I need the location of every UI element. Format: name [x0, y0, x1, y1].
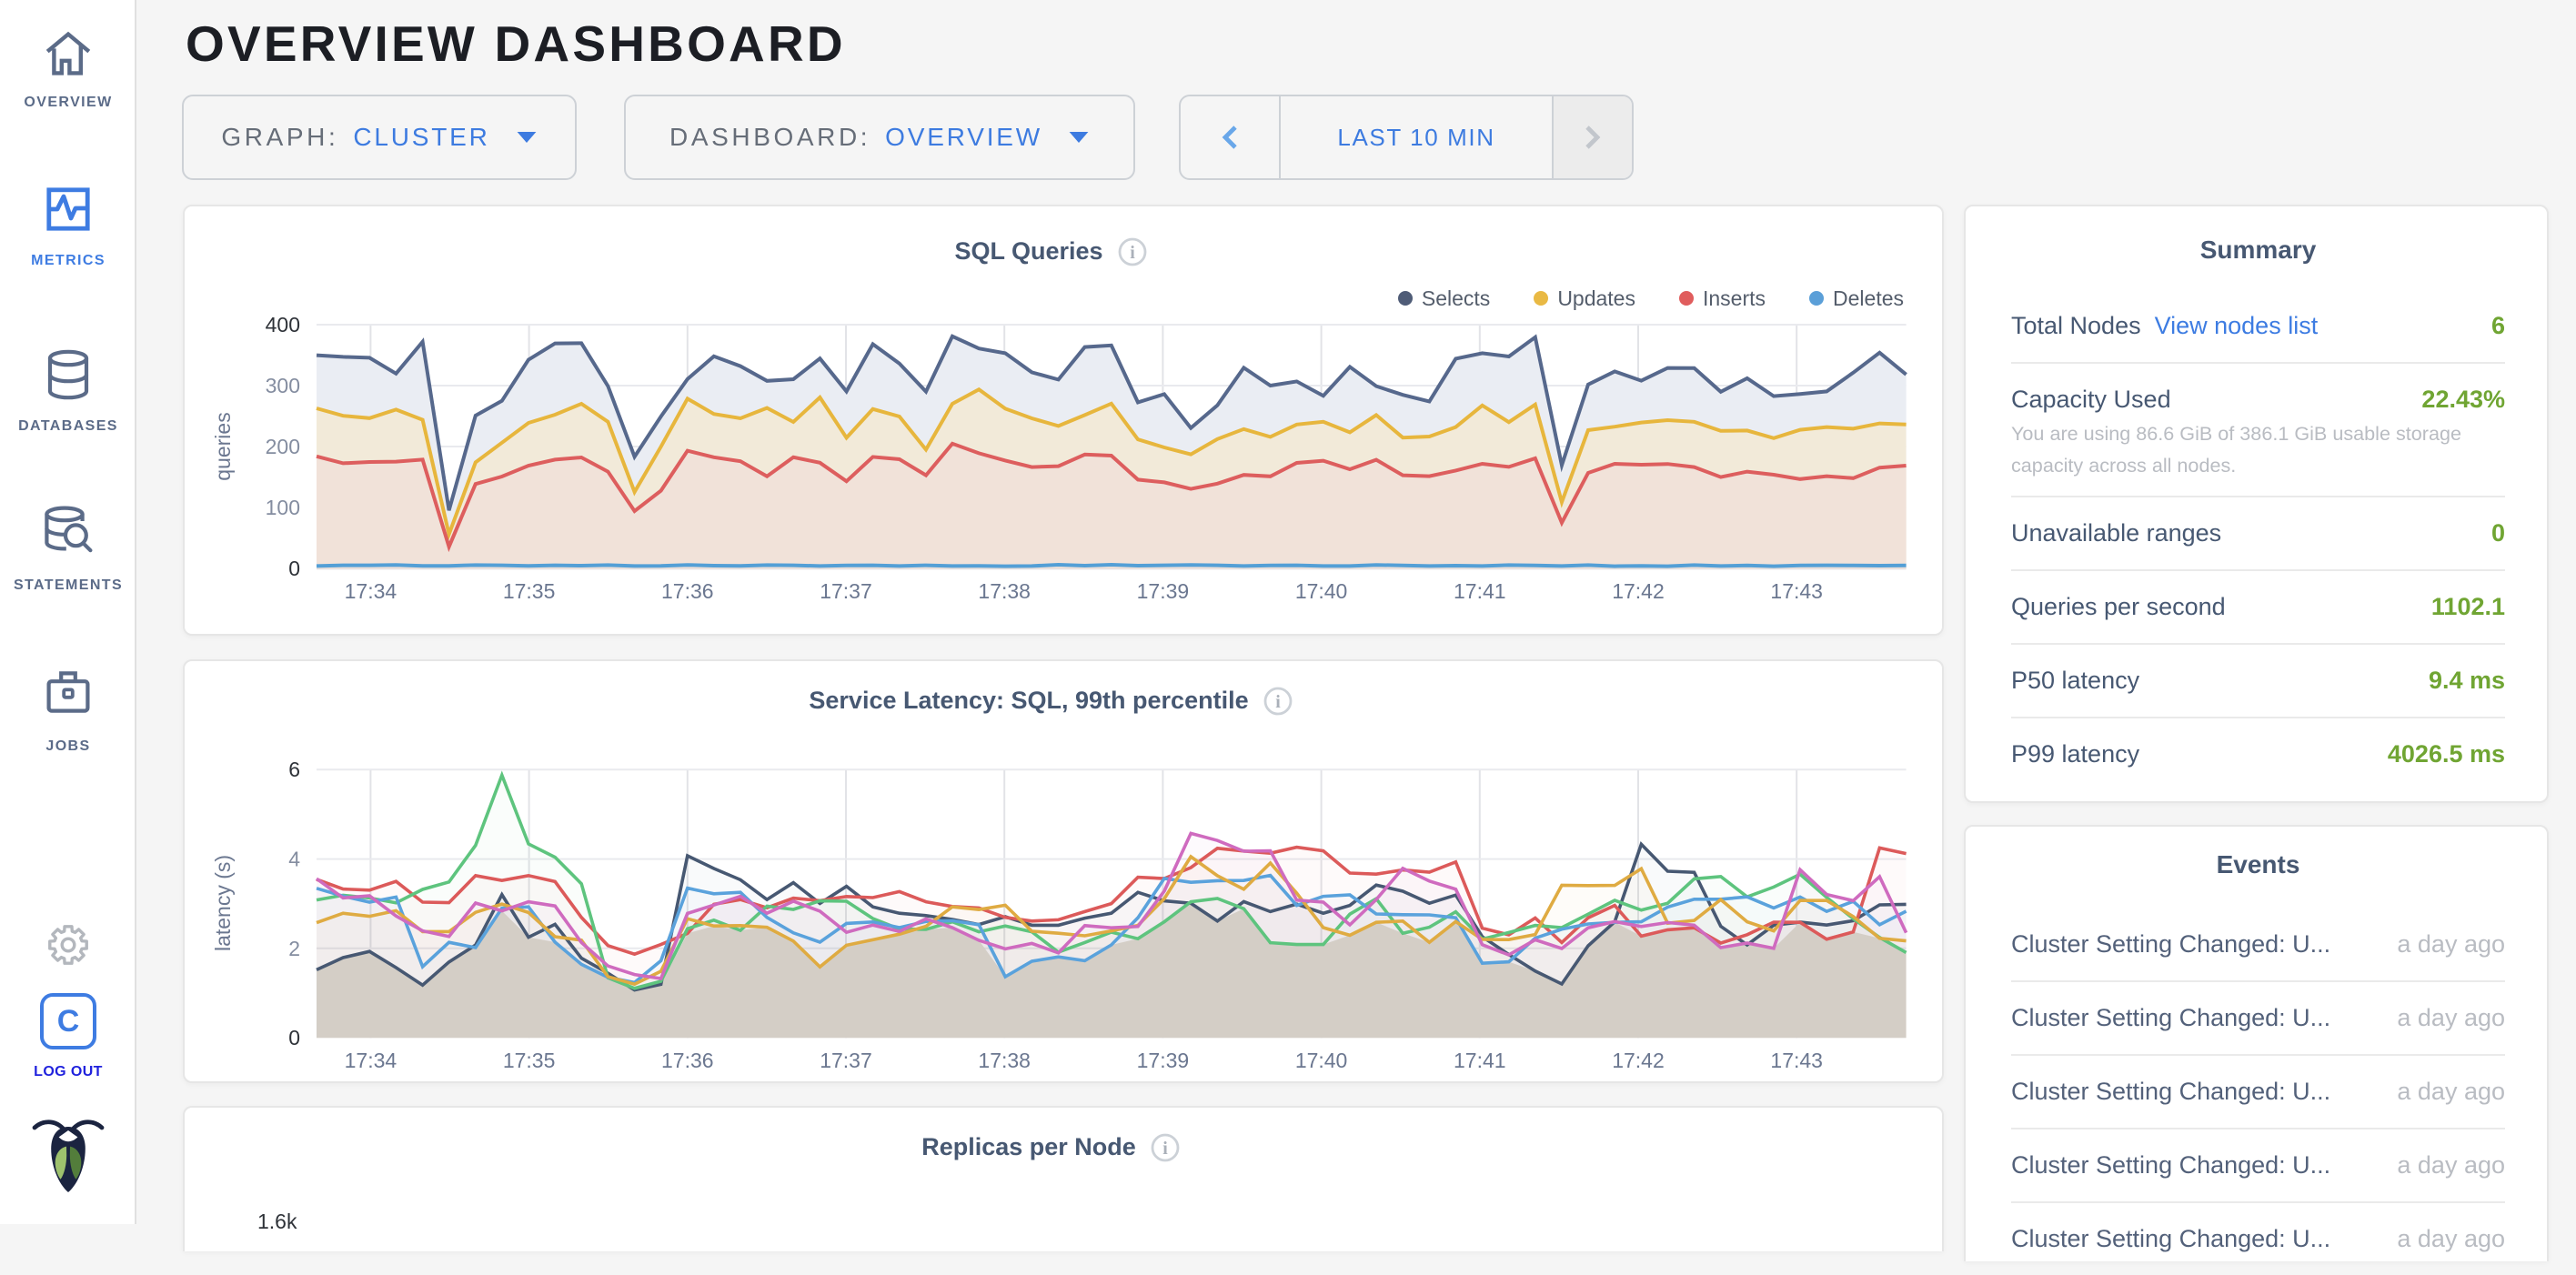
- svg-text:200: 200: [266, 435, 300, 458]
- svg-text:17:38: 17:38: [978, 579, 1031, 603]
- svg-text:17:41: 17:41: [1454, 1049, 1506, 1072]
- svg-text:17:42: 17:42: [1612, 579, 1665, 603]
- svg-text:17:42: 17:42: [1612, 1049, 1665, 1072]
- svg-text:300: 300: [266, 374, 300, 397]
- svg-text:2: 2: [288, 937, 300, 960]
- svg-text:100: 100: [266, 496, 300, 519]
- svg-text:17:37: 17:37: [820, 579, 872, 603]
- svg-text:0: 0: [288, 557, 300, 580]
- svg-text:i: i: [1275, 692, 1281, 712]
- svg-text:17:36: 17:36: [661, 579, 714, 603]
- svg-text:17:43: 17:43: [1770, 579, 1823, 603]
- svg-text:17:34: 17:34: [345, 579, 397, 603]
- svg-text:17:40: 17:40: [1295, 579, 1348, 603]
- svg-text:17:40: 17:40: [1295, 1049, 1348, 1072]
- svg-text:17:36: 17:36: [661, 1049, 714, 1072]
- svg-text:17:41: 17:41: [1454, 579, 1506, 603]
- svg-text:i: i: [1130, 243, 1135, 263]
- svg-text:17:34: 17:34: [345, 1049, 397, 1072]
- svg-text:17:35: 17:35: [503, 579, 556, 603]
- svg-text:queries: queries: [211, 412, 235, 480]
- svg-text:4: 4: [288, 847, 300, 870]
- svg-text:17:35: 17:35: [503, 1049, 556, 1072]
- svg-text:17:43: 17:43: [1770, 1049, 1823, 1072]
- svg-text:400: 400: [266, 313, 300, 336]
- svg-text:0: 0: [288, 1026, 300, 1049]
- svg-text:6: 6: [288, 758, 300, 781]
- svg-text:i: i: [1162, 1139, 1168, 1159]
- svg-text:17:38: 17:38: [978, 1049, 1031, 1072]
- svg-text:17:39: 17:39: [1137, 1049, 1190, 1072]
- svg-text:17:37: 17:37: [820, 1049, 872, 1072]
- svg-text:latency (s): latency (s): [211, 855, 235, 951]
- svg-text:17:39: 17:39: [1137, 579, 1190, 603]
